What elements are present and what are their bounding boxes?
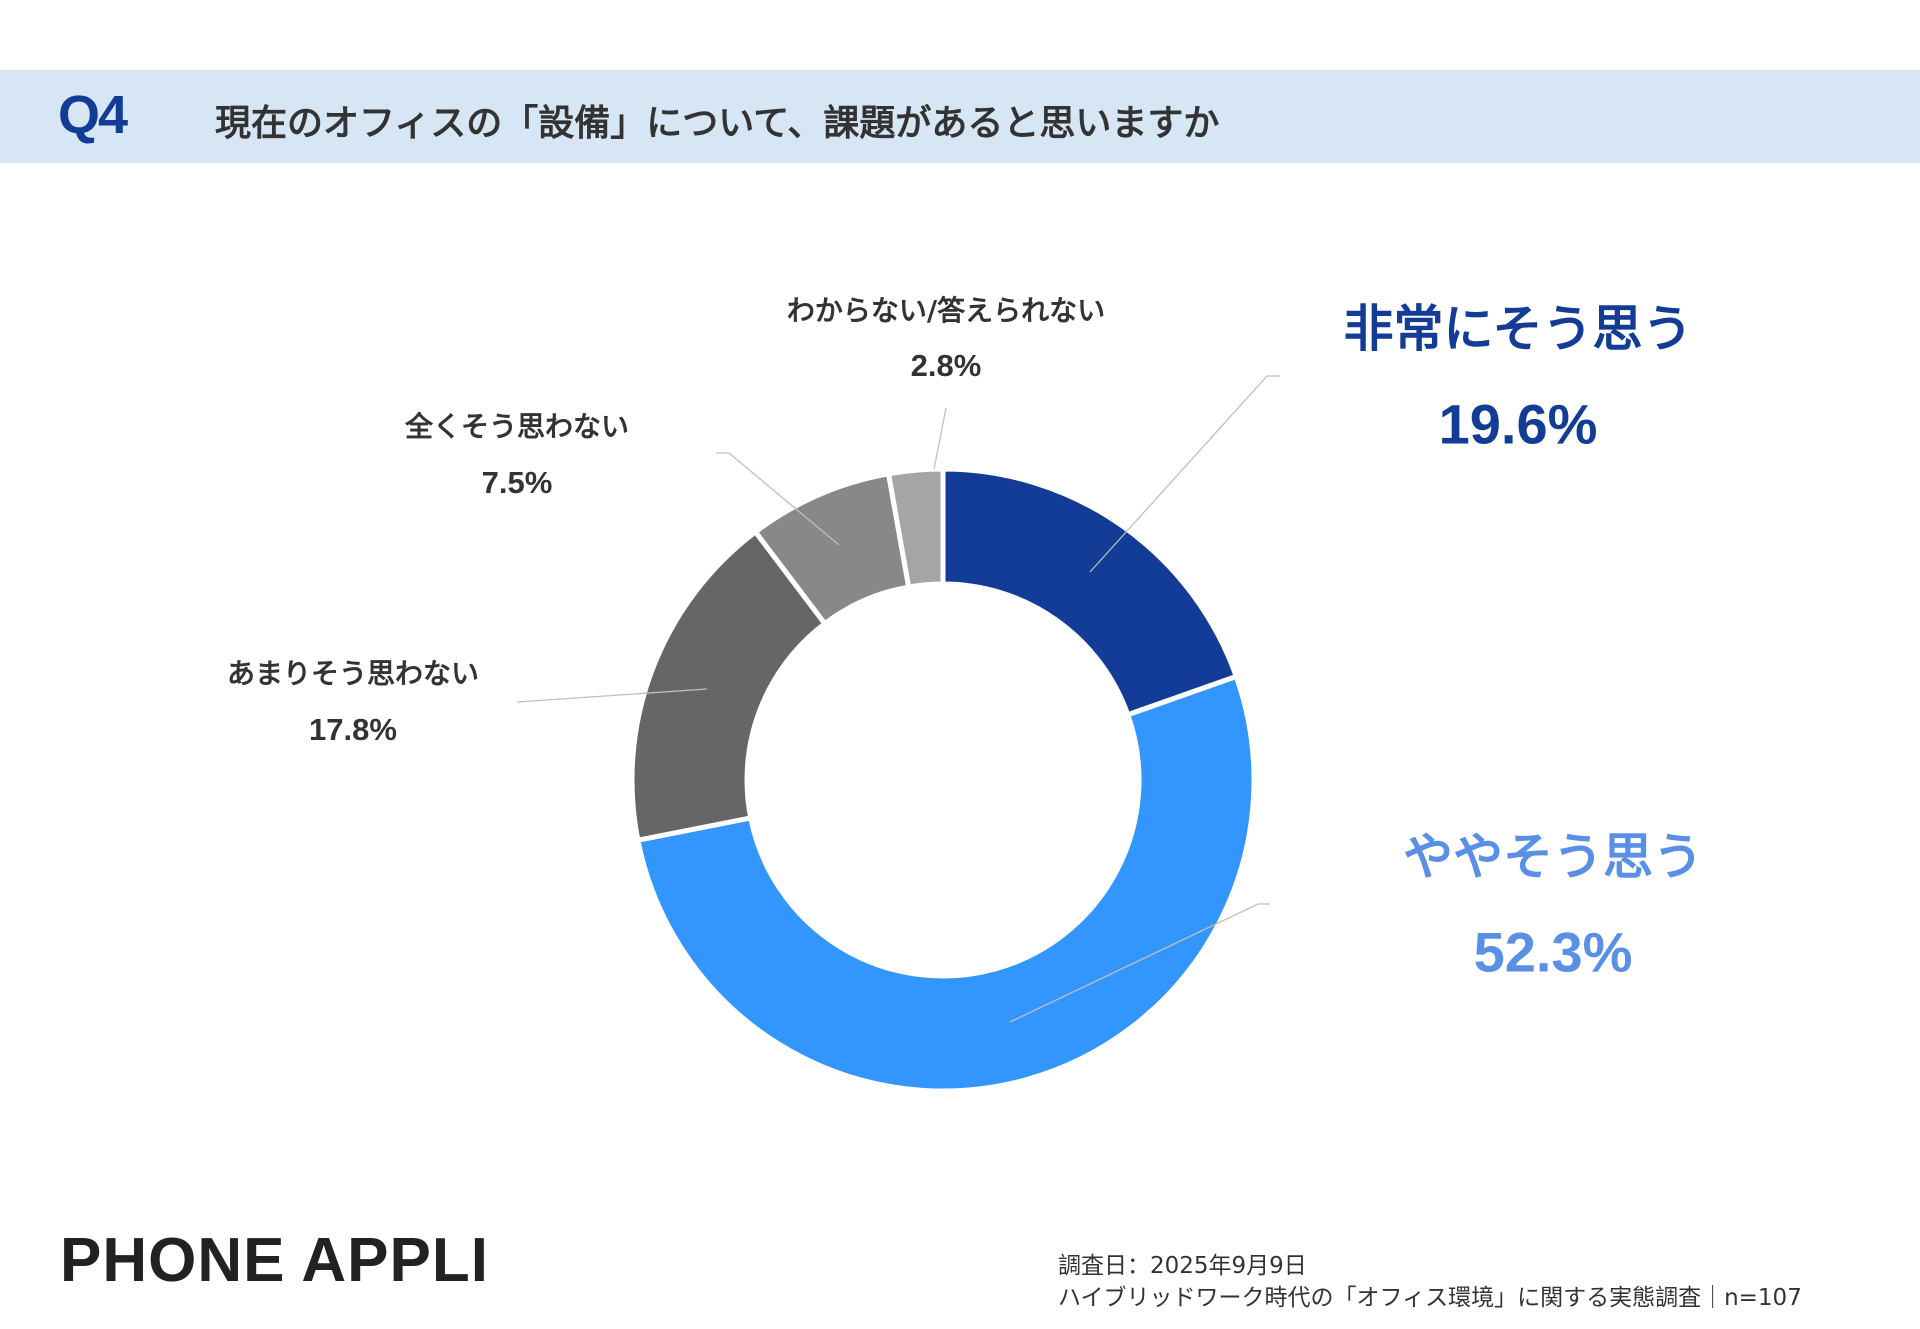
donut-slice-4 <box>885 466 946 590</box>
label-value-3: 7.5% <box>481 465 553 500</box>
label-category-4: わからない/答えられない <box>786 294 1106 327</box>
footer-date: 調査日：2025年9月9日 <box>1058 1253 1307 1279</box>
donut-slice-1 <box>634 673 1257 1094</box>
label-category-0: 非常にそう思う <box>1343 300 1693 358</box>
label-value-2: 17.8% <box>309 712 397 747</box>
label-category-3: 全くそう思わない <box>404 410 630 443</box>
leader-line-0 <box>1089 375 1280 573</box>
label-value-0: 19.6% <box>1438 392 1598 456</box>
brand-logo: PHONE APPLI <box>60 1226 489 1295</box>
donut-slice-0 <box>940 466 1240 718</box>
leader-line-2 <box>516 688 708 703</box>
donut-slice-2 <box>629 528 829 844</box>
label-value-1: 52.3% <box>1473 920 1633 984</box>
leader-line-4 <box>933 407 947 470</box>
label-category-1: ややそう思う <box>1403 828 1703 886</box>
page-title: 現在のオフィスの「設備」について、課題があると思いますか <box>215 103 1220 144</box>
label-category-2: あまりそう思わない <box>226 657 480 690</box>
leader-line-1 <box>1009 903 1270 1023</box>
header-band <box>0 70 1920 163</box>
footer-survey: ハイブリッドワーク時代の「オフィス環境」に関する実態調査｜n=107 <box>1058 1285 1802 1311</box>
question-number: Q4 <box>58 85 128 145</box>
label-value-4: 2.8% <box>910 348 982 383</box>
leader-line-3 <box>716 452 840 546</box>
